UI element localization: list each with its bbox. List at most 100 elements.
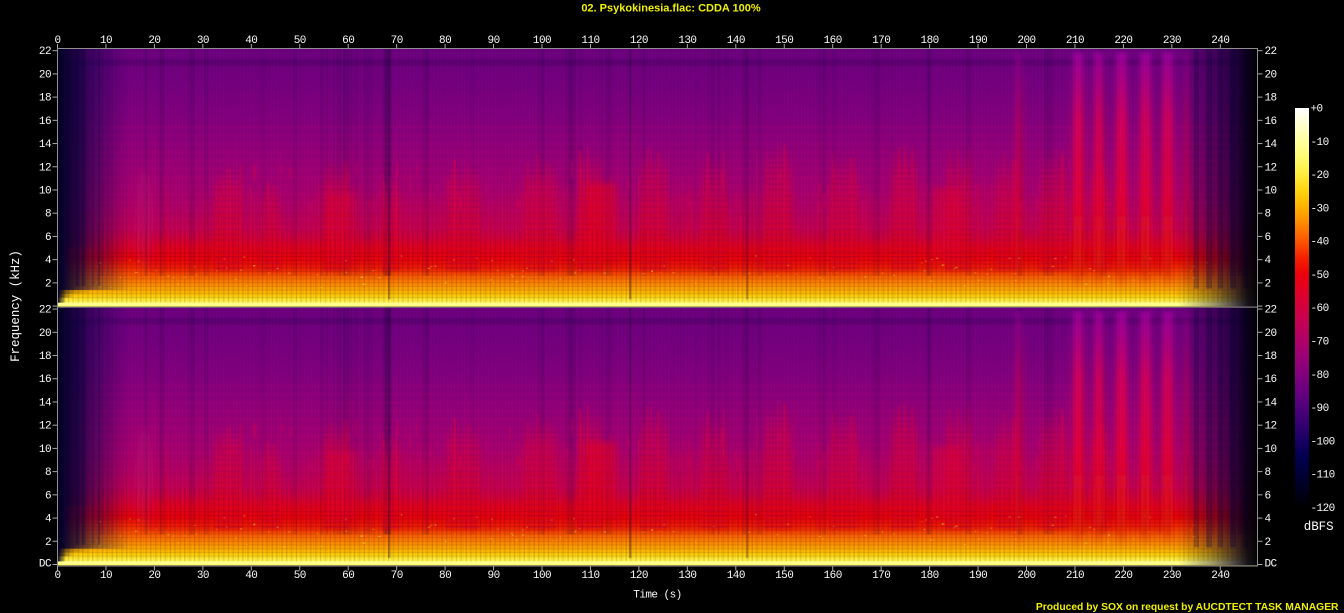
svg-text:16: 16 [39,374,51,386]
svg-text:210: 210 [1066,35,1084,47]
svg-text:-40: -40 [1311,237,1329,249]
svg-text:Produced by SOX on request by: Produced by SOX on request by AUCDTECT T… [1036,602,1339,613]
svg-text:22: 22 [1265,46,1277,58]
svg-text:200: 200 [1017,35,1035,47]
svg-text:70: 70 [391,570,403,582]
svg-text:10: 10 [1265,444,1277,456]
svg-text:30: 30 [197,570,209,582]
svg-text:230: 230 [1163,570,1181,582]
svg-text:130: 130 [678,570,696,582]
svg-text:Time (s): Time (s) [633,590,681,602]
svg-text:20: 20 [1265,69,1277,81]
svg-text:-50: -50 [1311,270,1329,282]
svg-text:14: 14 [1265,139,1278,151]
svg-text:110: 110 [581,35,599,47]
svg-text:100: 100 [533,35,551,47]
svg-text:220: 220 [1114,570,1132,582]
svg-text:18: 18 [39,351,51,363]
svg-text:-120: -120 [1311,503,1335,515]
svg-text:-70: -70 [1311,337,1329,349]
svg-text:100: 100 [533,570,551,582]
svg-text:140: 140 [727,35,745,47]
svg-text:14: 14 [39,398,52,410]
svg-text:16: 16 [1265,374,1277,386]
svg-text:12: 12 [1265,421,1277,433]
svg-text:10: 10 [1265,186,1277,198]
svg-text:-100: -100 [1311,436,1335,448]
svg-text:190: 190 [969,570,987,582]
svg-text:-20: -20 [1311,170,1329,182]
svg-text:180: 180 [921,570,939,582]
svg-text:2: 2 [1265,278,1271,290]
svg-text:10: 10 [39,444,51,456]
svg-text:8: 8 [45,209,51,221]
svg-text:8: 8 [45,467,51,479]
svg-text:150: 150 [775,35,793,47]
svg-text:-110: -110 [1311,470,1335,482]
svg-text:90: 90 [488,35,500,47]
svg-text:120: 120 [630,35,648,47]
svg-text:160: 160 [824,35,842,47]
svg-text:0: 0 [54,570,60,582]
svg-text:210: 210 [1066,570,1084,582]
svg-text:2: 2 [45,537,51,549]
svg-text:6: 6 [1265,232,1271,244]
svg-text:8: 8 [1265,467,1271,479]
svg-text:8: 8 [1265,209,1271,221]
svg-text:4: 4 [45,514,52,526]
svg-text:230: 230 [1163,35,1181,47]
svg-text:12: 12 [1265,162,1277,174]
svg-text:2: 2 [45,278,51,290]
svg-text:12: 12 [39,421,51,433]
svg-text:60: 60 [342,35,354,47]
svg-text:16: 16 [1265,116,1277,128]
svg-text:12: 12 [39,162,51,174]
svg-text:4: 4 [1265,255,1272,267]
svg-text:40: 40 [245,35,257,47]
svg-text:+0: +0 [1311,104,1323,116]
svg-text:4: 4 [1265,514,1272,526]
svg-text:20: 20 [39,328,51,340]
svg-text:18: 18 [39,93,51,105]
svg-text:-60: -60 [1311,303,1329,315]
svg-text:2: 2 [1265,537,1271,549]
svg-text:20: 20 [39,69,51,81]
svg-text:70: 70 [391,35,403,47]
svg-text:170: 170 [872,570,890,582]
svg-text:10: 10 [100,35,112,47]
svg-text:Frequency (kHz): Frequency (kHz) [9,250,23,362]
svg-text:90: 90 [488,570,500,582]
svg-text:0: 0 [54,35,60,47]
svg-text:22: 22 [39,305,51,317]
svg-text:240: 240 [1211,35,1229,47]
svg-text:170: 170 [872,35,890,47]
svg-text:-90: -90 [1311,403,1329,415]
svg-text:14: 14 [1265,398,1278,410]
svg-text:110: 110 [581,570,599,582]
svg-text:30: 30 [197,35,209,47]
svg-text:20: 20 [1265,328,1277,340]
svg-text:160: 160 [824,570,842,582]
svg-text:130: 130 [678,35,696,47]
svg-text:60: 60 [342,570,354,582]
svg-text:dBFS: dBFS [1304,520,1334,534]
svg-text:150: 150 [775,570,793,582]
svg-text:80: 80 [439,35,451,47]
svg-text:4: 4 [45,255,52,267]
svg-text:140: 140 [727,570,745,582]
svg-text:20: 20 [148,35,160,47]
svg-text:20: 20 [148,570,160,582]
svg-text:22: 22 [39,46,51,58]
svg-text:18: 18 [1265,93,1277,105]
svg-text:190: 190 [969,35,987,47]
svg-text:50: 50 [294,570,306,582]
svg-text:180: 180 [921,35,939,47]
svg-text:6: 6 [1265,490,1271,502]
svg-text:18: 18 [1265,351,1277,363]
svg-text:14: 14 [39,139,52,151]
svg-text:10: 10 [100,570,112,582]
svg-text:200: 200 [1017,570,1035,582]
svg-text:240: 240 [1211,570,1229,582]
svg-text:40: 40 [245,570,257,582]
svg-text:6: 6 [45,490,51,502]
